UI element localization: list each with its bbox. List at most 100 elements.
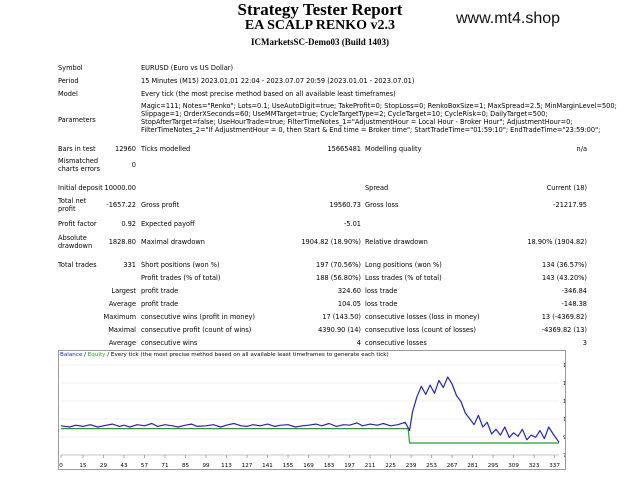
x-tick-label: 239 (406, 463, 417, 469)
x-tick-label: 211 (365, 463, 376, 469)
x-tick-label: 15 (79, 463, 87, 469)
max-consec-losses-label: consecutive losses (loss in money) (365, 313, 480, 321)
x-tick-label: 169 (303, 463, 314, 469)
maximal-label: Maximal (108, 326, 136, 334)
balance-line (60, 376, 560, 443)
caption-rest: / Every tick (the most precise method ba… (105, 352, 389, 358)
abs-drawdown-value: 1828.80 (108, 238, 136, 246)
gross-loss-value: -21217.95 (553, 201, 587, 209)
abs-drawdown-label-1: Absolute (58, 234, 87, 242)
largest-loss-value: -346.84 (561, 287, 587, 295)
average-loss-value: -148.38 (561, 300, 587, 308)
x-tick-label: 0 (59, 463, 63, 469)
deposit-value: 10000.00 (104, 184, 136, 192)
spread-value: Current (18) (546, 184, 587, 192)
ticks-value: 15665481 (327, 145, 361, 153)
long-positions-label: Long positions (won %) (365, 261, 442, 269)
max-consec-losses-value: 13 (-4369.82) (541, 313, 587, 321)
x-tick-label: 295 (488, 463, 499, 469)
x-tick-label: 225 (385, 463, 396, 469)
bars-value: 12960 (115, 145, 136, 153)
total-trades-label: Total trades (58, 261, 97, 269)
y-tick-label: 10587 (563, 417, 565, 423)
bars-label: Bars in test (58, 145, 96, 153)
x-tick-label: 197 (344, 463, 355, 469)
caption-equity: Equity (87, 352, 106, 358)
caption-balance: Balance (60, 352, 83, 358)
server-build: ICMarketsSC-Demo03 (Build 1403) (251, 37, 389, 47)
average-profit-label: profit trade (141, 300, 179, 308)
balance-chart: 15232 13683 12135 10587 9038 7490 0 15 29 43 57 71 8… (58, 350, 566, 470)
quality-label: Modelling quality (365, 145, 422, 153)
x-tick-label: 29 (100, 463, 108, 469)
x-tick-label: 113 (221, 463, 232, 469)
quality-value: n/a (576, 145, 587, 153)
avg-consec-wins-value: 4 (356, 339, 361, 347)
spread-label: Spread (365, 184, 389, 192)
short-positions-value: 197 (70.56%) (316, 261, 361, 269)
x-tick-label: 99 (202, 463, 210, 469)
loss-trades-value: 143 (43.20%) (542, 274, 587, 282)
x-tick-label: 183 (324, 463, 335, 469)
y-tick-label: 13683 (563, 381, 565, 387)
parameters-label: Parameters (58, 116, 96, 124)
mismatch-label-2: charts errors (58, 165, 101, 173)
net-profit-value: -1657.22 (106, 201, 136, 209)
average-label: Average (108, 300, 136, 308)
profit-factor-value: 0.92 (121, 220, 136, 228)
y-tick-label: 9038 (563, 435, 565, 441)
avg-consec-losses-label: consecutive losses (365, 339, 427, 347)
average-loss-label: loss trade (365, 300, 398, 308)
parameters-line-1: Magic=111; Notes="Renko"; Lots=0.1; UseA… (141, 102, 617, 110)
x-tick-label: 309 (508, 463, 519, 469)
y-tick-label: 7490 (563, 453, 565, 459)
maximum-label: Maximum (103, 313, 137, 321)
rel-drawdown-value: 18.90% (1904.82) (527, 238, 587, 246)
largest-label: Largest (111, 287, 136, 295)
short-positions-label: Short positions (won %) (141, 261, 220, 269)
largest-profit-value: 324.60 (337, 287, 361, 295)
ticks-label: Ticks modelled (141, 145, 191, 153)
expected-payoff-label: Expected payoff (141, 220, 195, 228)
max-consec-profit-value: 4390.90 (14) (318, 326, 361, 334)
x-tick-label: 337 (549, 463, 560, 469)
average-consec-label: Average (108, 339, 136, 347)
max-drawdown-value: 1904.82 (18.90%) (301, 238, 361, 246)
balance-chart-svg: 15232 13683 12135 10587 9038 7490 0 15 29 43 57 71 8… (59, 363, 565, 469)
max-consec-wins-value: 17 (143.50) (322, 313, 361, 321)
x-tick-label: 253 (426, 463, 437, 469)
equity-line (61, 427, 559, 444)
max-consec-wins-label: consecutive wins (profit in money) (141, 313, 256, 321)
largest-profit-label: profit trade (141, 287, 179, 295)
y-tick-label: 12135 (563, 399, 565, 405)
parameters-line-3: StopAfterTarget=false; UseHourTrade=true… (141, 118, 573, 126)
x-tick-label: 85 (182, 463, 190, 469)
model-value: Every tick (the most precise method base… (141, 90, 396, 98)
x-tick-label: 267 (447, 463, 458, 469)
avg-consec-wins-label: consecutive wins (141, 339, 198, 347)
gross-loss-label: Gross loss (365, 201, 399, 209)
period-value: 15 Minutes (M15) 2023.01.01 22:04 - 2023… (141, 77, 415, 85)
model-label: Model (58, 90, 78, 98)
abs-drawdown-label-2: drawdown (58, 242, 93, 250)
symbol-label: Symbol (58, 64, 83, 72)
parameters-line-2: Slippage=1; OrderXSeconds=60; UseMMTarge… (141, 110, 548, 118)
symbol-value: EURUSD (Euro vs US Dollar) (141, 64, 234, 72)
mismatch-label-1: Mismatched (58, 157, 99, 165)
rel-drawdown-label: Relative drawdown (365, 238, 428, 246)
avg-consec-losses-value: 3 (582, 339, 587, 347)
loss-trades-label: Loss trades (% of total) (365, 274, 442, 282)
period-label: Period (58, 77, 79, 85)
report-title: Strategy Tester Report (237, 0, 403, 19)
y-tick-label: 15232 (563, 363, 565, 369)
x-tick-label: 141 (262, 463, 273, 469)
expected-payoff-value: -5.01 (343, 220, 361, 228)
max-drawdown-label: Maximal drawdown (141, 238, 205, 246)
x-tick-label: 323 (529, 463, 540, 469)
total-trades-value: 331 (123, 261, 136, 269)
deposit-label: Initial deposit (58, 184, 103, 192)
gross-profit-label: Gross profit (141, 201, 180, 209)
max-consec-loss-label: consecutive loss (count of losses) (365, 326, 476, 334)
x-tick-label: 281 (467, 463, 478, 469)
watermark-site: www.mt4.shop (456, 10, 561, 27)
